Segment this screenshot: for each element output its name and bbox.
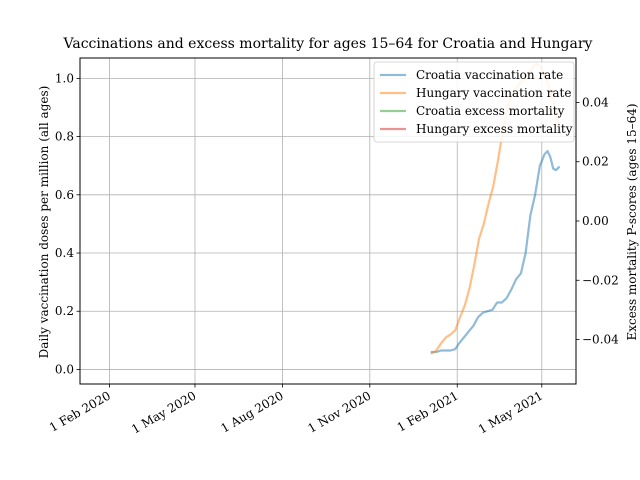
legend: Croatia vaccination rate Hungary vaccinat… xyxy=(373,61,575,143)
y-left-tick-label: 1.0 xyxy=(55,71,74,85)
y-left-tick-label: 0.6 xyxy=(55,188,74,202)
y-axis-right-ticks: −0.04 −0.02 0.00 0.02 0.04 xyxy=(576,95,619,347)
y-axis-right-label: Excess mortality P-scores (ages 15–64) xyxy=(625,103,639,340)
x-tick-label: 1 Aug 2020 xyxy=(218,388,286,435)
legend-label: Hungary excess mortality xyxy=(416,122,573,136)
x-tick-label: 1 Feb 2021 xyxy=(395,388,461,434)
y-right-tick-label: −0.04 xyxy=(582,333,619,347)
y-right-tick-label: 0.02 xyxy=(582,155,609,169)
y-axis-left-ticks: 0.0 0.2 0.4 0.6 0.8 1.0 xyxy=(55,71,80,376)
legend-box xyxy=(373,61,575,143)
x-tick-label: 1 Feb 2020 xyxy=(47,388,113,434)
x-tick-label: 1 May 2021 xyxy=(476,388,545,436)
y-left-tick-label: 0.2 xyxy=(55,304,74,318)
x-tick-label: 1 Nov 2020 xyxy=(305,388,373,435)
y-right-tick-label: 0.00 xyxy=(582,214,609,228)
series-line-croatia-vaccination-rate xyxy=(430,150,561,354)
legend-label: Hungary vaccination rate xyxy=(416,86,571,100)
chart-title: Vaccinations and excess mortality for ag… xyxy=(63,36,593,52)
legend-label: Croatia vaccination rate xyxy=(416,68,563,82)
y-right-tick-label: −0.02 xyxy=(582,273,619,287)
y-left-tick-label: 0.0 xyxy=(55,362,74,376)
y-left-tick-label: 0.8 xyxy=(55,130,74,144)
y-axis-left-label: Daily vaccination doses per million (all… xyxy=(37,86,51,359)
y-left-tick-label: 0.4 xyxy=(55,246,74,260)
x-axis-ticks: 1 Feb 2020 1 May 2020 1 Aug 2020 1 Nov 2020… xyxy=(47,384,545,437)
legend-label: Croatia excess mortality xyxy=(416,104,565,118)
x-tick-label: 1 May 2020 xyxy=(129,388,198,436)
y-right-tick-label: 0.04 xyxy=(582,95,609,109)
